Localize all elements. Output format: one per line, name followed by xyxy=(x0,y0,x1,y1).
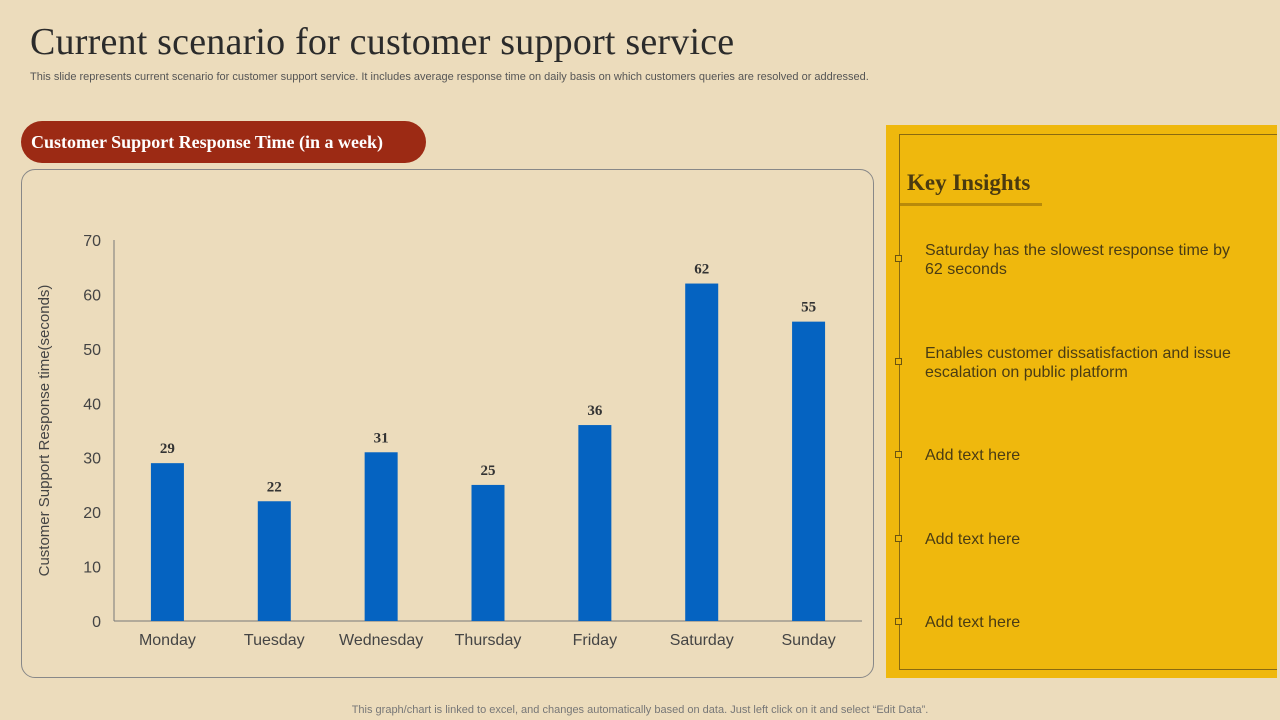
y-tick-label: 60 xyxy=(83,287,101,304)
x-tick-label: Saturday xyxy=(670,632,734,649)
footer-note: This graph/chart is linked to excel, and… xyxy=(351,704,929,716)
data-label: 31 xyxy=(374,430,389,446)
bar-saturday[interactable] xyxy=(685,283,719,621)
page-subtitle: This slide represents current scenario f… xyxy=(30,71,869,83)
data-label: 22 xyxy=(267,479,282,495)
insight-item-3: Add text here xyxy=(925,447,1021,464)
bar-friday[interactable] xyxy=(578,425,612,621)
x-tick-label: Monday xyxy=(139,632,196,649)
bullet-icon xyxy=(895,255,902,262)
data-label: 25 xyxy=(481,463,496,479)
y-axis-title: Customer Support Response time(seconds) xyxy=(36,285,53,577)
data-label: 36 xyxy=(587,403,603,419)
key-insights-panel: Key Insights Saturday has the slowest re… xyxy=(886,125,1277,678)
y-tick-label: 0 xyxy=(92,614,101,631)
x-tick-label: Tuesday xyxy=(244,632,305,649)
insight-item-1: Saturday has the slowest response time b… xyxy=(925,242,1231,278)
bullet-icon xyxy=(895,618,902,625)
data-label: 62 xyxy=(694,262,709,278)
bar-monday[interactable] xyxy=(150,463,184,621)
insight-item-2: Enables customer dissatisfaction and iss… xyxy=(925,345,1231,381)
bar-tuesday[interactable] xyxy=(257,501,291,621)
bullet-icon xyxy=(895,358,902,365)
insights-title: Key Insights xyxy=(907,170,1031,195)
insight-item-4: Add text here xyxy=(925,531,1021,548)
chart-frame: 0 10 20 30 40 50 60 70 Customer Support Response… xyxy=(21,169,874,678)
insights-underline xyxy=(900,203,1042,206)
bullet-icon xyxy=(895,451,902,458)
y-tick-label: 30 xyxy=(83,451,101,468)
chart-title-pill: Customer Support Response Time (in a wee… xyxy=(21,121,426,163)
y-tick-label: 20 xyxy=(83,505,101,522)
insights-border xyxy=(899,134,1277,670)
data-label: 55 xyxy=(801,300,816,316)
insight-item-5: Add text here xyxy=(925,614,1021,631)
x-tick-label: Wednesday xyxy=(339,632,423,649)
data-label: 29 xyxy=(160,441,175,457)
x-tick-label: Thursday xyxy=(455,632,522,649)
x-tick-label: Sunday xyxy=(781,632,835,649)
bar-thursday[interactable] xyxy=(471,484,505,621)
bar-wednesday[interactable] xyxy=(364,452,398,621)
bar-sunday[interactable] xyxy=(792,321,826,621)
y-tick-label: 40 xyxy=(83,396,101,413)
page-title: Current scenario for customer support se… xyxy=(30,21,735,63)
x-tick-label: Friday xyxy=(573,632,617,649)
bullet-icon xyxy=(895,535,902,542)
y-tick-label: 70 xyxy=(83,233,101,250)
y-tick-label: 10 xyxy=(83,560,101,577)
y-tick-label: 50 xyxy=(83,342,101,359)
bar-chart[interactable]: 0 10 20 30 40 50 60 70 Customer Support Response… xyxy=(22,170,875,679)
